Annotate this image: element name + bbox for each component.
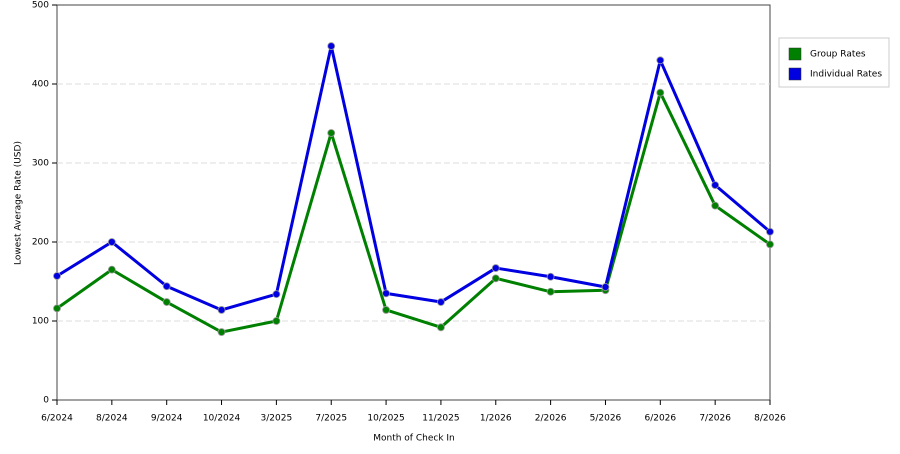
data-point (217, 328, 226, 336)
x-tick-label: 7/2026 (699, 414, 731, 424)
data-point (162, 298, 171, 306)
y-tick-label: 400 (32, 80, 49, 90)
data-point (601, 283, 610, 291)
data-point (546, 287, 555, 296)
data-point (546, 272, 555, 281)
data-point (162, 282, 171, 291)
legend-swatch (788, 47, 802, 61)
data-point (107, 238, 116, 246)
x-tick-label: 7/2025 (315, 414, 347, 424)
x-tick-label: 5/2026 (590, 414, 622, 424)
legend-label: Individual Rates (810, 70, 882, 80)
data-point (382, 289, 390, 298)
data-point (382, 306, 390, 314)
data-point (217, 306, 226, 314)
data-point (107, 265, 116, 274)
x-tick-label: 11/2025 (422, 414, 459, 424)
data-point (491, 274, 500, 283)
data-point (711, 201, 720, 210)
data-point (656, 88, 665, 97)
data-point (437, 323, 445, 332)
data-point (327, 129, 336, 137)
y-tick-label: 500 (32, 1, 49, 11)
series-line (56, 91, 771, 334)
data-point (53, 304, 61, 313)
x-tick-label: 8/2026 (754, 414, 786, 424)
data-point (437, 298, 445, 306)
y-tick-label: 100 (32, 317, 49, 327)
y-tick-label: 300 (32, 159, 49, 169)
plot-frame (56, 4, 771, 401)
x-tick-label: 10/2024 (203, 414, 241, 424)
x-tick-label: 8/2024 (96, 414, 128, 424)
x-axis-title: Month of Check In (373, 434, 455, 444)
data-point (327, 42, 336, 50)
data-point (656, 56, 665, 65)
data-point (53, 272, 61, 280)
x-tick-label: 6/2024 (41, 414, 73, 424)
series-line (56, 44, 771, 312)
x-tick-label: 10/2025 (367, 414, 404, 424)
data-point (272, 317, 281, 325)
x-tick-label: 2/2026 (535, 414, 567, 424)
data-point (766, 227, 774, 236)
y-tick-label: 0 (43, 396, 49, 406)
x-tick-label: 1/2026 (480, 414, 512, 424)
legend-label: Group Rates (810, 50, 866, 60)
data-point (491, 264, 500, 272)
x-tick-label: 3/2025 (261, 414, 293, 424)
data-point (272, 290, 281, 299)
data-point (766, 240, 774, 249)
y-axis-title: Lowest Average Rate (USD) (14, 141, 24, 265)
legend-swatch (788, 67, 802, 81)
x-tick-label: 9/2024 (151, 414, 183, 424)
y-tick-label: 200 (32, 238, 49, 248)
x-tick-label: 6/2026 (644, 414, 676, 424)
data-point (711, 181, 720, 190)
